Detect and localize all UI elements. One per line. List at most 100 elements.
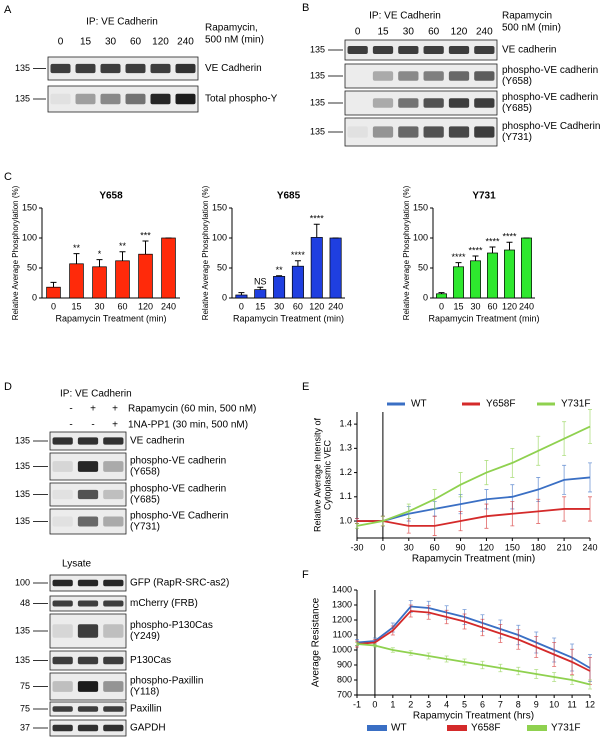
significance: ** [119, 241, 127, 251]
blot-band [372, 126, 394, 138]
blot-band [52, 681, 73, 692]
blot-band [77, 624, 99, 638]
significance: * [98, 249, 102, 259]
significance: **** [502, 232, 517, 242]
panel-label: A [4, 4, 12, 16]
legend-label: Y658F [486, 399, 515, 410]
blot-band [150, 63, 171, 74]
ip-label: IP: VE Cadherin [369, 11, 441, 22]
y-axis-title: Relative Average Phosphorylation (%) [402, 185, 411, 320]
blot-band [423, 98, 444, 108]
error-bar [238, 292, 245, 295]
blot-label: phospho-VE cadherin [130, 456, 226, 467]
blot-band [474, 71, 495, 81]
x-tick-label: 210 [557, 542, 572, 552]
mw-marker: 48 [20, 598, 30, 608]
blot-band [474, 126, 495, 138]
blot-label: (Y685) [502, 103, 532, 114]
error-bar [96, 259, 103, 267]
y-tick-label: 50 [27, 262, 37, 272]
bar [487, 252, 498, 299]
blot-band [103, 461, 124, 472]
y-tick-label: 150 [413, 202, 428, 212]
x-tick-label: 2 [408, 699, 413, 709]
condition-sign: + [90, 404, 96, 415]
blot-band [77, 489, 99, 500]
x-axis-title: Rapamycin Treatment (min) [412, 554, 535, 565]
x-tick-label: 90 [456, 542, 466, 552]
blot-label: (Y658) [502, 76, 532, 87]
y-tick-label: 1.3 [339, 443, 352, 453]
error-bar [313, 223, 320, 238]
mw-marker: 135 [310, 44, 325, 54]
significance: **** [468, 245, 483, 255]
blot-band [52, 489, 73, 500]
x-tick-label: 60 [487, 301, 497, 311]
bar [254, 289, 267, 299]
bar [329, 237, 342, 299]
blot-label: (Y685) [130, 495, 160, 506]
treatment: 500 nM (min) [502, 23, 561, 34]
blot-band [398, 71, 419, 81]
y-tick-label: 0 [423, 292, 428, 302]
blot-band [423, 71, 444, 81]
blot-strip [344, 117, 498, 147]
x-tick-label: 30 [274, 301, 284, 311]
blot-band [103, 706, 124, 712]
error-bar [142, 240, 149, 255]
blot-label: phospho-VE Cadherin [502, 121, 600, 132]
mw-marker: 135 [310, 70, 325, 80]
x-tick-label: 0 [51, 301, 56, 311]
blot-label: (Y731) [502, 132, 532, 143]
legend-swatch [447, 725, 467, 731]
blot-label: phospho-VE cadherin [502, 65, 598, 76]
x-tick-label: 60 [293, 301, 303, 311]
mw-marker: 135 [15, 655, 30, 665]
error-bar [257, 286, 264, 290]
bar [69, 263, 84, 299]
significance: **** [485, 236, 500, 246]
bar [291, 265, 304, 299]
blot-band [103, 600, 124, 607]
x-tick-label: 12 [585, 699, 595, 709]
series-line [356, 610, 591, 672]
lane-label: 15 [80, 37, 92, 48]
lane-label: 240 [177, 37, 194, 48]
legend-swatch [527, 725, 547, 731]
mw-marker: 135 [15, 461, 30, 471]
error-bar [73, 253, 80, 264]
blot-band [398, 98, 419, 108]
treatment: Rapamycin, [205, 23, 258, 34]
blot-strip [47, 85, 199, 113]
blot-label: Paxillin [130, 704, 162, 715]
x-tick-label: 3 [426, 699, 431, 709]
blot-band [75, 93, 96, 105]
blot-label: mCherry (FRB) [130, 598, 198, 609]
blot-band [474, 46, 495, 54]
mw-marker: 135 [15, 516, 30, 526]
blot-label: VE cadherin [502, 45, 556, 56]
blot-band [52, 724, 73, 732]
legend-label: Y731F [561, 399, 590, 410]
blot-label: (Y249) [130, 631, 160, 642]
y-tick-label: 100 [413, 232, 428, 242]
mw-marker: 135 [15, 93, 30, 103]
significance: ** [276, 265, 284, 275]
blot-band [125, 93, 146, 105]
condition-sign: + [112, 404, 118, 415]
x-tick-label: 6 [480, 699, 485, 709]
mw-marker: 135 [310, 97, 325, 107]
y-axis-title: Relative Average Phosphorylation (%) [201, 185, 210, 320]
bar [521, 237, 532, 299]
blot-label: phospho-Paxillin [130, 676, 203, 687]
y-tick-label: 50 [418, 262, 428, 272]
blot-label: VE cadherin [130, 436, 184, 447]
y-tick-label: 100 [22, 232, 37, 242]
panel-label: B [302, 2, 309, 14]
bar [453, 266, 464, 299]
blot-label: VE Cadherin [205, 63, 262, 74]
blot-band [77, 461, 99, 472]
blot-band [423, 126, 444, 138]
x-tick-label: -1 [353, 699, 361, 709]
bar [115, 260, 130, 299]
